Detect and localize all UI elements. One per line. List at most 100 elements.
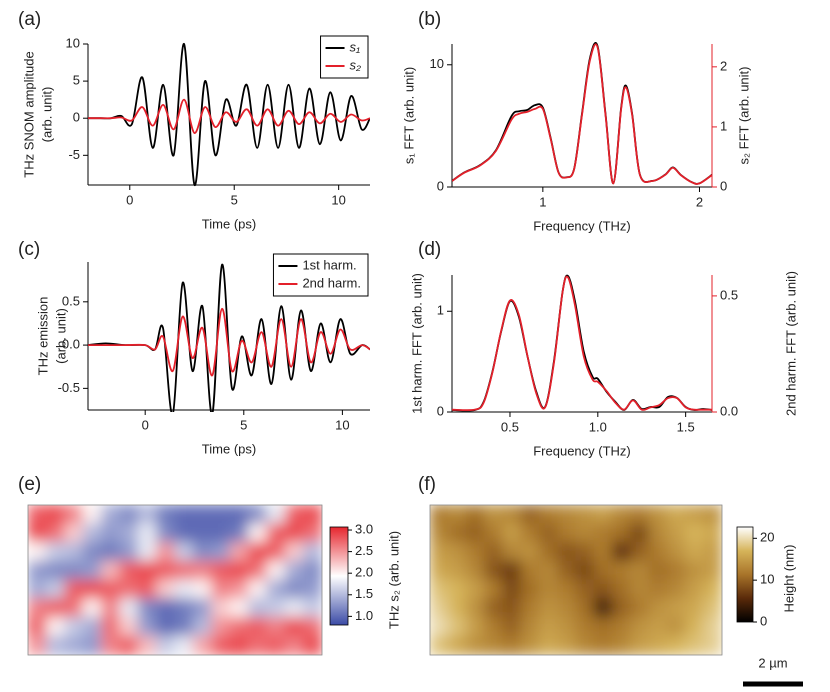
map-cell	[45, 579, 66, 600]
map-cell	[284, 523, 305, 543]
map-cell	[303, 635, 322, 655]
map-cell	[612, 617, 632, 637]
map-cell	[666, 598, 686, 618]
map-cell	[266, 505, 286, 525]
map-cell	[266, 523, 286, 543]
map-cell	[539, 560, 559, 581]
y-tick-label: 5	[73, 73, 80, 88]
map-cell	[430, 523, 449, 543]
map-cell	[211, 598, 231, 618]
map-cell	[447, 635, 467, 655]
map-cell	[266, 579, 286, 600]
map-cell	[447, 505, 467, 525]
map-cell	[557, 560, 577, 581]
series-line	[88, 43, 370, 186]
colorbar-tick-label: 0	[760, 613, 767, 628]
map-cell	[703, 579, 722, 600]
map-cell	[520, 617, 540, 637]
map-cell	[593, 560, 613, 581]
map-cell	[174, 505, 194, 525]
map-cell	[466, 542, 486, 562]
y-tick-label: -0.5	[58, 380, 80, 395]
map-cell	[612, 598, 632, 618]
map-cell	[539, 579, 559, 600]
map-cell	[520, 505, 540, 525]
map-cell	[430, 560, 449, 581]
colorbar-tick-label: 1.5	[355, 586, 373, 601]
map-cell	[539, 542, 559, 562]
map-cell	[303, 560, 322, 581]
colorbar-tick-label: 3.0	[355, 521, 373, 536]
map-cell	[484, 560, 504, 581]
map-cell	[484, 598, 504, 618]
map-cell	[137, 635, 158, 655]
map-cell	[192, 579, 213, 600]
map-cell	[101, 560, 121, 581]
map-cell	[45, 617, 66, 637]
map-cell	[64, 505, 84, 525]
map-cell	[575, 505, 595, 525]
x-tick-label: 0.5	[501, 419, 519, 434]
map-frame	[27, 504, 323, 656]
y2-tick-label: 2	[720, 58, 727, 73]
map-cell	[484, 635, 504, 655]
map-cell	[539, 505, 559, 525]
map-cell	[192, 617, 213, 637]
map-cell	[28, 560, 47, 581]
y-axis-label: 1st harm. FFT (arb. unit)	[409, 273, 424, 414]
colorbar-tick-label: 1.0	[355, 608, 373, 623]
map-cell	[612, 505, 632, 525]
map-cell	[593, 598, 613, 618]
map-cell	[303, 523, 322, 543]
y-tick-label: 10	[66, 35, 80, 50]
x-tick-label: 10	[335, 417, 349, 432]
map-cell	[703, 560, 722, 581]
map-cell	[575, 523, 595, 543]
map-cell	[64, 617, 84, 637]
map-cell	[266, 598, 286, 618]
map-cell	[156, 523, 176, 543]
map-cell	[630, 598, 650, 618]
map-cell	[174, 635, 194, 655]
map-cell	[703, 523, 722, 543]
legend: 1st harm. 2nd harm.	[272, 253, 369, 297]
map-cell	[666, 560, 686, 581]
map-cell	[303, 505, 322, 525]
y2-tick-label: 0	[720, 178, 727, 193]
map-cell	[174, 598, 194, 618]
map-cell	[248, 579, 268, 600]
colorbar-tick-label: 2.5	[355, 543, 373, 558]
map-cell	[45, 635, 66, 655]
map	[430, 505, 722, 655]
map-cell	[430, 598, 449, 618]
map-cell	[539, 598, 559, 618]
map-cell	[593, 542, 613, 562]
y-axis-label: (arb. unit)	[39, 87, 54, 143]
map-cell	[303, 617, 322, 637]
map-cell	[82, 598, 102, 618]
map-cell	[192, 635, 213, 655]
map-cell	[593, 617, 613, 637]
map-cell	[156, 560, 176, 581]
map-cell	[82, 617, 102, 637]
map-cell	[685, 560, 705, 581]
map-cell	[502, 560, 522, 581]
map-cell	[502, 635, 522, 655]
map-cell	[648, 579, 668, 600]
panel-label: (c)	[18, 239, 40, 260]
panel-label: (f)	[418, 474, 436, 495]
map-cell	[593, 579, 613, 600]
map-cell	[557, 617, 577, 637]
map-cell	[211, 617, 231, 637]
x-axis-label: Time (ps)	[202, 216, 256, 231]
map-cell	[648, 505, 668, 525]
map-cell	[174, 579, 194, 600]
map-cell	[192, 560, 213, 581]
x-axis-label: Frequency (THz)	[533, 218, 631, 233]
map-cell	[666, 579, 686, 600]
map-cell	[45, 542, 66, 562]
map-cell	[119, 598, 139, 618]
map-cell	[630, 579, 650, 600]
panel-label: (b)	[418, 9, 441, 30]
map-cell	[64, 523, 84, 543]
